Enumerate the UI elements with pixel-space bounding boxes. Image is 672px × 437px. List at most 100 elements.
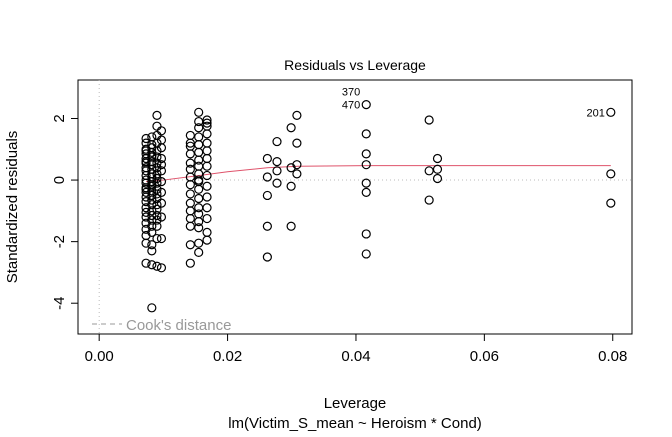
data-point (361, 149, 371, 159)
data-point (152, 221, 162, 231)
data-point (272, 178, 282, 188)
smooth-line (146, 165, 611, 183)
data-point (194, 123, 204, 133)
y-tick-label: 0 (51, 176, 68, 184)
data-point (286, 181, 296, 191)
y-tick-label: -4 (51, 297, 68, 310)
data-point (292, 138, 302, 148)
data-point (152, 152, 162, 162)
data-point (147, 195, 157, 205)
data-point (606, 107, 616, 117)
data-point (272, 166, 282, 176)
data-point (202, 138, 212, 148)
data-point (194, 209, 204, 219)
data-point (147, 221, 157, 231)
data-point (194, 247, 204, 258)
data-point (152, 178, 162, 188)
data-point (147, 260, 157, 270)
x-tick-label: 0.08 (598, 348, 627, 365)
data-point (606, 198, 616, 208)
data-point (194, 223, 204, 233)
data-point (156, 177, 167, 187)
data-point (185, 149, 195, 159)
data-point (424, 166, 434, 176)
data-point (286, 123, 296, 133)
data-point (202, 192, 212, 202)
data-point (147, 160, 157, 170)
data-point (262, 252, 272, 262)
data-point (185, 221, 195, 231)
legend: Cook's distance (92, 317, 231, 334)
data-point (262, 172, 272, 182)
point-label: 470 (342, 100, 360, 112)
data-point (194, 116, 204, 127)
data-point (185, 258, 195, 268)
data-point (194, 175, 204, 185)
data-point (432, 153, 443, 164)
data-point (147, 200, 157, 210)
data-point (156, 212, 167, 222)
data-point (432, 164, 443, 174)
data-point (156, 126, 167, 136)
data-point (147, 303, 157, 313)
data-point (202, 213, 212, 224)
data-point (292, 169, 302, 179)
data-point (185, 189, 195, 199)
data-point (185, 180, 195, 190)
data-point (361, 100, 371, 110)
data-point (147, 227, 157, 237)
data-point (156, 153, 167, 164)
data-point (194, 132, 204, 142)
data-point (147, 180, 157, 190)
data-point (202, 203, 212, 213)
data-point (202, 170, 212, 181)
data-point (202, 181, 212, 191)
data-point (147, 240, 157, 250)
data-point (361, 129, 371, 139)
data-point (194, 155, 204, 165)
data-point (147, 215, 157, 225)
legend-label: Cook's distance (126, 317, 231, 334)
data-point (185, 158, 195, 168)
data-point (262, 190, 272, 201)
data-point (424, 195, 434, 205)
data-point (147, 150, 157, 161)
data-point (194, 140, 204, 150)
data-point (147, 210, 157, 221)
data-point (152, 204, 162, 214)
data-point (185, 164, 195, 174)
data-point (202, 146, 212, 156)
data-point (147, 186, 157, 196)
data-point (156, 233, 167, 244)
y-axis-label: Standardized residuals (4, 131, 21, 284)
data-point (262, 153, 272, 164)
data-point (147, 246, 157, 256)
data-point (194, 147, 204, 157)
data-point (152, 110, 162, 121)
x-tick-label: 0.06 (470, 348, 499, 365)
point-label: 370 (342, 87, 360, 99)
data-point (152, 158, 162, 168)
data-point (185, 138, 195, 148)
data-point (147, 177, 157, 187)
data-point (152, 261, 162, 271)
data-point (156, 263, 167, 273)
data-point (185, 198, 195, 208)
data-point (202, 235, 212, 245)
data-point (185, 206, 195, 216)
data-point (152, 233, 162, 244)
y-tick-label: -2 (51, 235, 68, 248)
data-point (147, 147, 157, 157)
data-point (202, 115, 212, 125)
data-point (156, 166, 167, 176)
data-point (185, 240, 195, 250)
data-point (202, 153, 212, 164)
data-point (141, 258, 151, 268)
data-point (141, 238, 151, 248)
data-point (424, 115, 434, 125)
data-point (156, 198, 167, 208)
x-axis-label: Leverage (324, 395, 387, 412)
data-point (194, 217, 204, 227)
chart-subtitle: lm(Victim_S_mean ~ Heroism * Cond) (228, 415, 482, 432)
